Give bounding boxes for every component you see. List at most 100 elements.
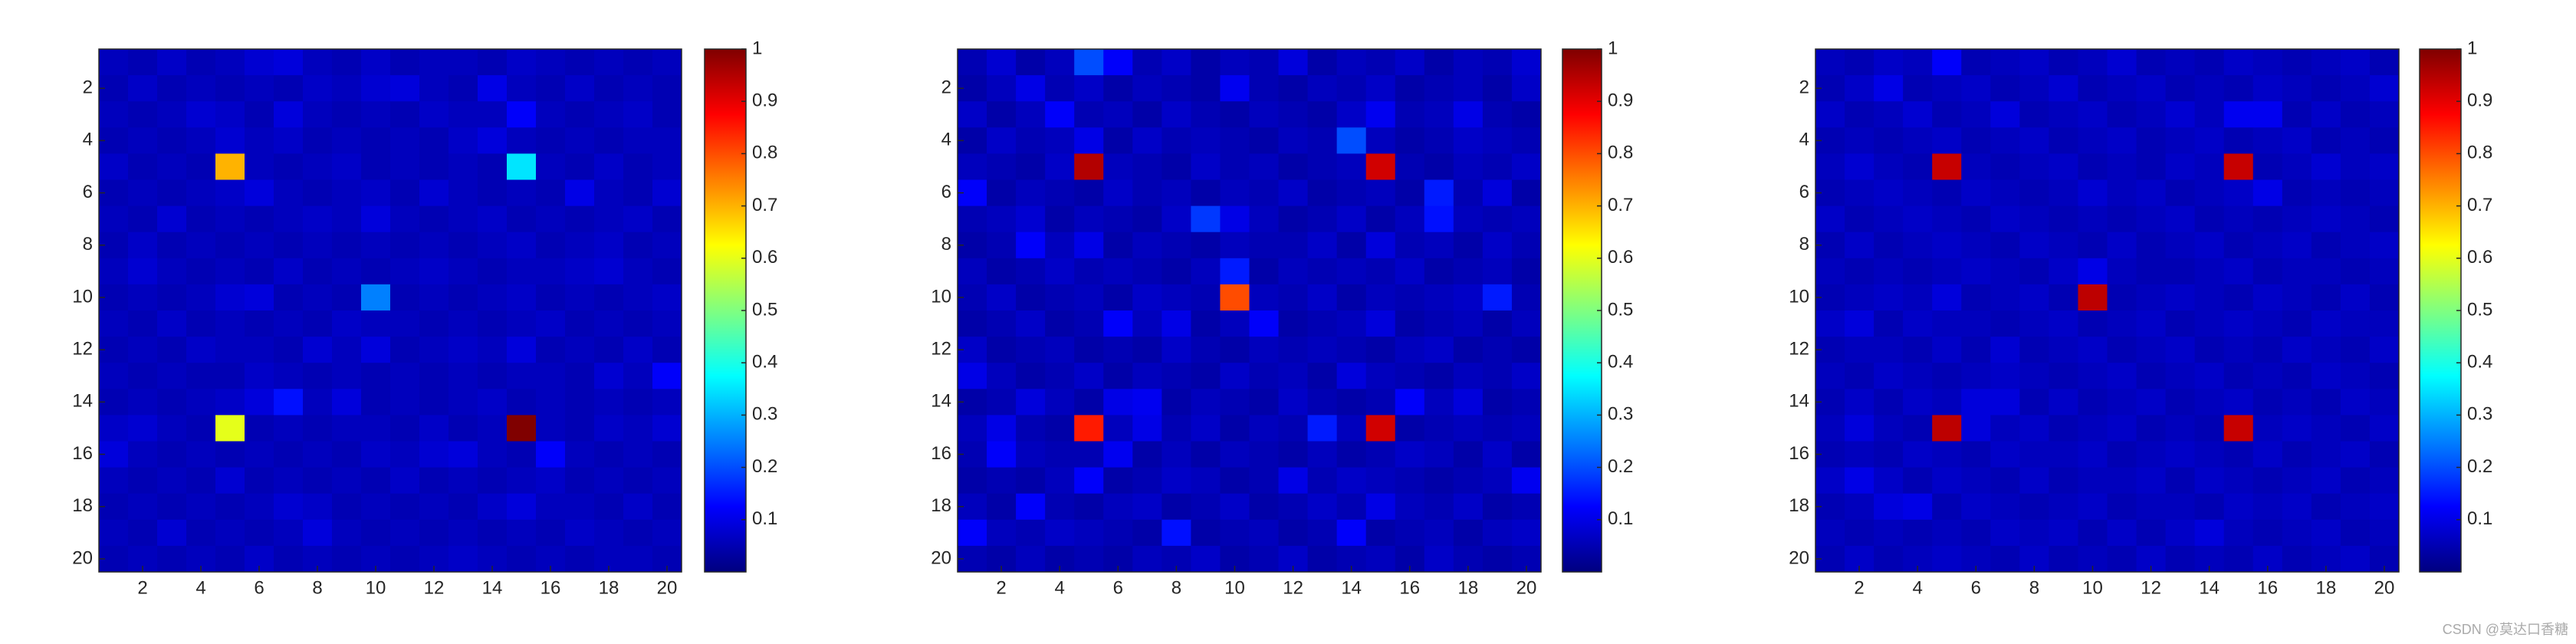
cell — [1162, 205, 1191, 233]
cell — [1307, 337, 1338, 363]
cell — [1220, 179, 1250, 207]
cell — [536, 75, 566, 102]
cell — [1903, 310, 1933, 337]
cell — [2078, 337, 2108, 363]
heatmap — [958, 49, 1542, 573]
cell — [274, 284, 304, 311]
cell — [1961, 75, 1991, 102]
cell — [1307, 258, 1338, 285]
cell — [1132, 232, 1162, 259]
cell — [1278, 493, 1309, 521]
cell — [361, 337, 391, 363]
cell — [2194, 337, 2225, 363]
cell — [1453, 415, 1484, 442]
cell — [2311, 179, 2341, 207]
cell — [2078, 519, 2108, 547]
cell — [1220, 75, 1250, 102]
cell — [1307, 101, 1338, 128]
cell — [565, 441, 595, 468]
cell — [1845, 310, 1875, 337]
cell — [390, 310, 420, 337]
cell — [1395, 75, 1425, 102]
cell — [2311, 127, 2341, 154]
cell — [478, 363, 508, 389]
cell — [1990, 441, 2020, 468]
cell — [215, 179, 245, 207]
cell — [1365, 493, 1396, 521]
cell — [1132, 49, 1162, 76]
cell — [478, 101, 508, 128]
cell — [245, 389, 274, 416]
cell — [1191, 179, 1221, 207]
cell — [361, 519, 391, 547]
cell — [2136, 519, 2167, 547]
cell — [2136, 284, 2167, 311]
cell — [652, 153, 682, 180]
cell — [390, 153, 420, 180]
cell — [1453, 153, 1484, 180]
cell — [1336, 205, 1367, 233]
cell — [1990, 258, 2020, 285]
cell — [449, 493, 478, 521]
cell — [987, 389, 1017, 416]
cell — [1482, 232, 1513, 259]
cell — [2019, 441, 2049, 468]
cell — [1103, 441, 1133, 468]
y-tick-label: 18 — [1789, 495, 1809, 516]
cell — [390, 127, 420, 154]
cell — [2340, 284, 2371, 311]
cell — [128, 284, 158, 311]
cell — [1874, 75, 1904, 102]
cell — [1162, 493, 1191, 521]
cell — [1132, 467, 1162, 495]
cell — [128, 205, 158, 233]
cell — [1365, 519, 1396, 547]
cell — [1453, 284, 1484, 311]
cell — [186, 415, 216, 442]
cell — [157, 441, 187, 468]
cell — [2252, 493, 2283, 521]
cell — [507, 441, 537, 468]
cell — [1336, 101, 1367, 128]
cell — [1511, 467, 1542, 495]
cell — [2369, 389, 2400, 416]
cell — [128, 310, 158, 337]
cell — [2019, 467, 2049, 495]
cell — [623, 153, 653, 180]
cell — [987, 284, 1017, 311]
cell — [449, 101, 478, 128]
cell — [1482, 467, 1513, 495]
cell — [2369, 179, 2400, 207]
cell — [1482, 179, 1513, 207]
cell — [1132, 75, 1162, 102]
cell — [652, 232, 682, 259]
cell — [1103, 101, 1133, 128]
y-tick-label: 10 — [1789, 286, 1809, 307]
cell — [2369, 467, 2400, 495]
cell — [2165, 49, 2196, 76]
cell — [594, 127, 624, 154]
cell — [2107, 127, 2137, 154]
cell — [419, 519, 449, 547]
cell — [2019, 205, 2049, 233]
cell — [186, 337, 216, 363]
cell — [128, 415, 158, 442]
cell — [958, 415, 987, 442]
cell — [303, 232, 333, 259]
cell — [2252, 127, 2283, 154]
cell — [1103, 310, 1133, 337]
cell — [1249, 75, 1280, 102]
cell — [390, 75, 420, 102]
cell — [1932, 467, 1962, 495]
cell — [2369, 232, 2400, 259]
cell — [2340, 337, 2371, 363]
cell — [2369, 337, 2400, 363]
cell — [1395, 284, 1425, 311]
cell — [2049, 415, 2078, 442]
cell — [215, 467, 245, 495]
cell — [186, 101, 216, 128]
cell — [1815, 101, 1845, 128]
cell — [1903, 49, 1933, 76]
cell — [1453, 75, 1484, 102]
cell — [1220, 49, 1250, 76]
